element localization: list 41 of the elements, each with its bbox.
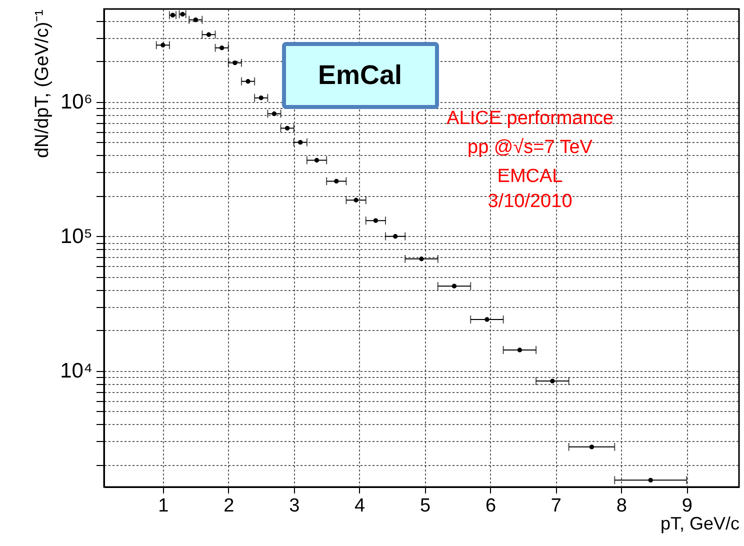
point	[517, 348, 522, 352]
point	[354, 198, 358, 202]
point	[648, 478, 653, 483]
x-axis-title: pT, GeV/c	[660, 514, 740, 534]
y-tick-label: 10⁵	[60, 224, 92, 248]
y-axis-title: dN/dpT, (GeV/c)⁻¹	[32, 10, 54, 158]
point	[246, 79, 250, 84]
point	[484, 317, 490, 322]
x-tick-label: 7	[550, 496, 562, 516]
x-tick-label: 5	[420, 496, 431, 516]
x-tick-label: 2	[224, 496, 234, 516]
annotation: ALICE performance	[446, 108, 614, 129]
point	[160, 42, 166, 48]
point	[314, 158, 320, 163]
point	[284, 126, 290, 131]
point	[419, 256, 424, 262]
x-tick-label: 4	[354, 496, 366, 516]
annotation: 3/10/2010	[488, 191, 572, 212]
point	[392, 234, 398, 239]
point	[258, 96, 264, 100]
point	[589, 444, 594, 450]
point	[232, 60, 238, 66]
point	[206, 32, 212, 37]
annotation: EMCAL	[497, 166, 563, 187]
x-tick-label: 8	[616, 496, 627, 516]
point	[272, 111, 277, 116]
annotation: pp @√s=7 TeV	[468, 137, 593, 158]
point	[452, 284, 457, 288]
y-tick-label: 10⁴	[60, 359, 92, 382]
point	[298, 140, 303, 145]
point	[373, 218, 378, 223]
x-tick-label: 3	[289, 496, 300, 516]
y-tick-label: 10⁶	[60, 90, 92, 114]
x-tick-label: 1	[158, 496, 169, 516]
x-tick-label: 9	[682, 496, 692, 516]
point	[550, 378, 555, 384]
x-tick-label: 6	[485, 496, 496, 516]
point	[219, 46, 224, 50]
annotation: EmCal	[318, 60, 402, 90]
point	[334, 178, 339, 184]
point	[193, 18, 198, 22]
